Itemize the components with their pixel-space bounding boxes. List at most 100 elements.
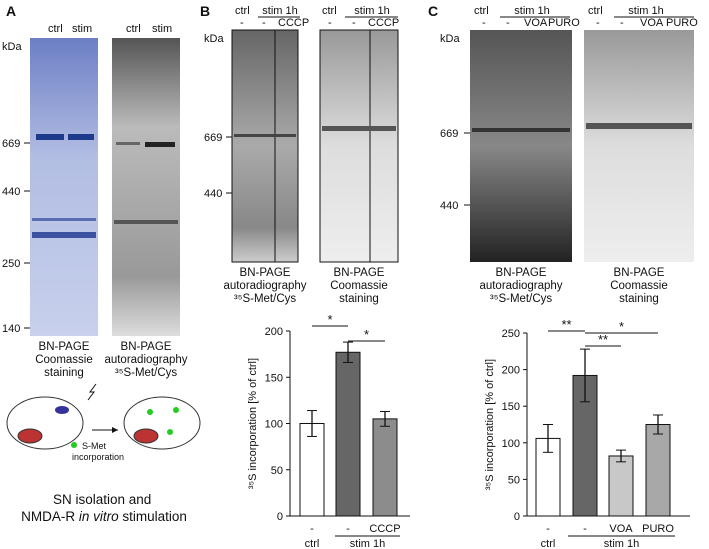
gel-band xyxy=(322,126,396,131)
group-label: stim 1h xyxy=(604,538,639,549)
significance-label: * xyxy=(327,312,332,327)
marker-ticks xyxy=(464,132,470,206)
gel-bands xyxy=(114,142,178,224)
x-tick-label: - xyxy=(546,523,550,535)
significance-label: * xyxy=(364,327,369,342)
caption: BN-PAGE Coomassie staining xyxy=(35,341,93,379)
gel-band xyxy=(586,123,692,129)
panel-label: A xyxy=(6,3,16,19)
x-tick-label: CCCP xyxy=(369,523,400,535)
x-tick-label: VOA xyxy=(609,523,633,535)
y-tick-label: 150 xyxy=(502,401,520,413)
y-tick-label: 250 xyxy=(502,328,520,340)
lane-label: stim xyxy=(152,23,172,35)
lane-label: ctrl xyxy=(126,23,141,35)
marker: 440 xyxy=(440,200,458,212)
svg-text:ctrl: ctrl xyxy=(588,5,603,17)
y-tick-label: 100 xyxy=(265,419,283,431)
lane-label: ctrl xyxy=(48,23,63,35)
significance-label: ** xyxy=(598,332,608,347)
marker: 140 xyxy=(2,323,20,335)
svg-text:-: - xyxy=(352,17,356,29)
svg-text:VOA: VOA xyxy=(524,17,548,29)
bar xyxy=(299,423,325,517)
svg-text:-: - xyxy=(596,17,600,29)
kda-label: kDa xyxy=(2,41,22,53)
y-tick-label: 100 xyxy=(502,438,520,450)
bar xyxy=(608,455,634,517)
gel-autoradiography xyxy=(231,29,299,263)
y-tick-label: 50 xyxy=(271,465,283,477)
kda-label: kDa xyxy=(440,33,460,45)
svg-text:VOA: VOA xyxy=(640,17,664,29)
kda-label: kDa xyxy=(204,33,224,45)
caption: BN-PAGE Coomassie staining xyxy=(330,267,388,305)
gel-band xyxy=(472,128,570,132)
group-label: ctrl xyxy=(305,538,320,549)
gel-header: ctrl stim 1h - - VOA PURO ctrl stim 1h -… xyxy=(474,5,698,29)
y-axis-label: ³⁵S incorporation [% of ctrl] xyxy=(484,359,496,490)
svg-text:CCCP: CCCP xyxy=(278,17,309,29)
lane-label: stim xyxy=(72,23,92,35)
marker: 440 xyxy=(2,186,20,198)
gel-coomassie xyxy=(30,38,98,336)
svg-text:ctrl: ctrl xyxy=(235,5,250,17)
bar xyxy=(645,424,671,517)
svg-text:PURO: PURO xyxy=(666,17,698,29)
svg-text:-: - xyxy=(482,17,486,29)
svg-text:-: - xyxy=(240,17,244,29)
group-label: ctrl xyxy=(541,538,556,549)
x-tick-label: - xyxy=(310,523,314,535)
marker-ticks xyxy=(226,136,232,194)
bar xyxy=(372,418,398,517)
gel-coomassie xyxy=(319,29,399,263)
svg-text:CCCP: CCCP xyxy=(368,17,399,29)
y-tick-label: 0 xyxy=(514,511,520,523)
gel-coomassie xyxy=(584,30,694,262)
y-axis-label: ³⁵S incorporation [% of ctrl] xyxy=(247,358,259,489)
svg-text:stim 1h: stim 1h xyxy=(354,5,389,17)
y-tick-label: 0 xyxy=(277,511,283,523)
caption: BN-PAGE autoradiography ³⁵S-Met/Cys xyxy=(223,267,306,305)
x-tick-label: - xyxy=(346,523,350,535)
x-tick-label: - xyxy=(583,523,587,535)
scheme xyxy=(6,383,201,450)
scheme-label: S-Met incorporation xyxy=(72,441,124,462)
caption: BN-PAGE autoradiography ³⁵S-Met/Cys xyxy=(104,341,187,379)
y-tick-label: 50 xyxy=(508,474,520,486)
svg-text:stim 1h: stim 1h xyxy=(262,5,297,17)
y-tick-label: 150 xyxy=(265,372,283,384)
gel-header: ctrl stim 1h - - CCCP ctrl stim 1h - - C… xyxy=(235,5,399,29)
bar xyxy=(335,351,361,517)
marker-ticks xyxy=(24,142,30,329)
gel-autoradiography xyxy=(112,38,180,336)
group-label: stim 1h xyxy=(350,538,385,549)
y-tick-label: 200 xyxy=(265,326,283,338)
svg-text:-: - xyxy=(620,17,624,29)
svg-text:-: - xyxy=(262,17,266,29)
x-tick-label: PURO xyxy=(642,523,674,535)
y-tick-label: 200 xyxy=(502,365,520,377)
svg-text:ctrl: ctrl xyxy=(474,5,489,17)
svg-text:-: - xyxy=(328,17,332,29)
scheme-title: SN isolation and NMDA-R in vitro stimula… xyxy=(21,492,187,524)
panel-label: C xyxy=(428,3,438,19)
marker: 250 xyxy=(2,258,20,270)
svg-text:stim 1h: stim 1h xyxy=(628,5,663,17)
svg-text:stim 1h: stim 1h xyxy=(514,5,549,17)
gel-bands xyxy=(32,134,96,238)
gel-autoradiography xyxy=(470,30,572,262)
significance-label: ** xyxy=(561,317,571,332)
svg-text:-: - xyxy=(506,17,510,29)
marker: 669 xyxy=(204,132,222,144)
gel-band xyxy=(234,134,296,137)
marker: 669 xyxy=(440,128,458,140)
marker: 669 xyxy=(2,138,20,150)
caption: BN-PAGE autoradiography ³⁵S-Met/Cys xyxy=(479,267,562,305)
panel-label: B xyxy=(200,3,210,19)
svg-text:ctrl: ctrl xyxy=(322,5,337,17)
significance-label: * xyxy=(619,319,624,334)
caption: BN-PAGE Coomassie staining xyxy=(610,267,668,305)
svg-text:PURO: PURO xyxy=(548,17,580,29)
